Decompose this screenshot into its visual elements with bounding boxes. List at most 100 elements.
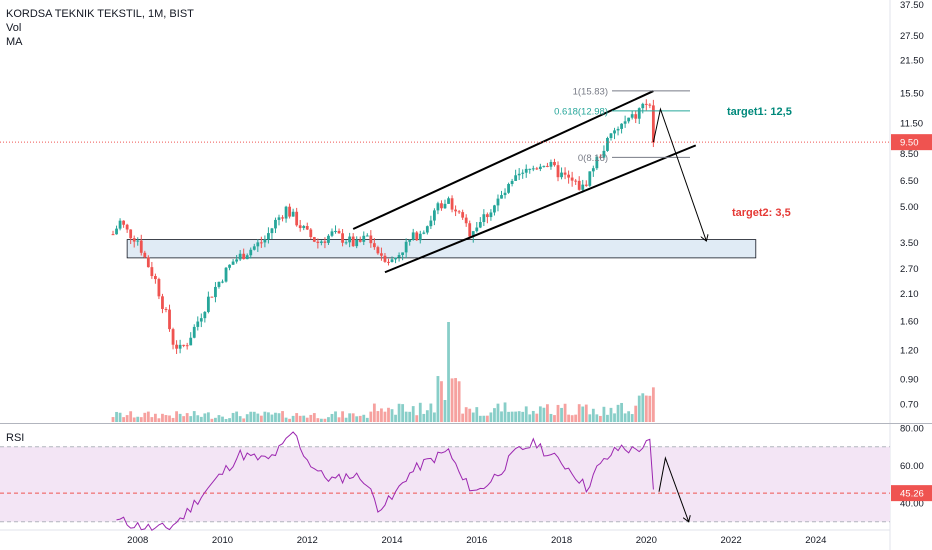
volume-bar: [585, 405, 588, 422]
volume-bar: [228, 418, 231, 422]
candle-body: [242, 254, 245, 259]
volume-bar: [412, 406, 415, 422]
volume-bar: [486, 416, 489, 422]
candle-body: [338, 231, 341, 233]
volume-bar: [179, 414, 182, 422]
candle-body: [518, 174, 521, 175]
candle-body: [426, 226, 429, 232]
candle-body: [313, 237, 316, 242]
candle-body: [507, 184, 510, 193]
candle-body: [571, 178, 574, 181]
volume-bar: [172, 418, 175, 422]
candle-body: [126, 225, 129, 230]
candle-body: [627, 118, 630, 122]
volume-bar: [415, 415, 418, 422]
candle-body: [203, 312, 206, 318]
candle-body: [376, 247, 379, 253]
volume-bar: [161, 414, 164, 422]
volume-bar: [278, 413, 281, 422]
candle-body: [299, 225, 302, 228]
volume-bar: [461, 414, 464, 422]
volume-bar: [578, 404, 581, 422]
target1-label: target1: 12,5: [727, 106, 792, 118]
volume-bar: [214, 418, 217, 422]
candle-body: [341, 233, 344, 242]
volume-bar: [595, 414, 598, 422]
price-tick-label: 2.10: [900, 289, 919, 300]
candle-body: [500, 195, 503, 199]
candle-body: [486, 214, 489, 217]
volume-bar: [281, 411, 284, 422]
volume-bar: [207, 412, 210, 422]
rsi-band-fill: [0, 447, 890, 522]
candle-body: [539, 167, 542, 169]
price-tick-label: 21.50: [900, 56, 924, 67]
volume-bar: [539, 406, 542, 422]
volume-bar: [490, 412, 493, 422]
candle-body: [158, 279, 161, 296]
candle-body: [288, 207, 291, 217]
candle-body: [263, 240, 266, 243]
candle-body: [168, 310, 171, 330]
volume-bar: [620, 403, 623, 422]
volume-bar: [525, 406, 528, 422]
volume-bar: [355, 416, 358, 422]
candle-body: [380, 253, 383, 255]
candle-body: [613, 130, 616, 133]
volume-bar: [588, 414, 591, 422]
volume-bar: [405, 412, 408, 422]
volume-bar: [112, 417, 115, 422]
volume-bar: [232, 413, 235, 422]
candle-body: [112, 234, 115, 235]
candle-body: [553, 162, 556, 165]
candle-body: [165, 309, 168, 310]
volume-bar: [338, 417, 341, 422]
candle-body: [200, 318, 203, 321]
volume-bar: [239, 416, 242, 422]
candle-body: [550, 162, 553, 167]
fib-level-label: 0.618(12.98): [554, 106, 608, 117]
price-tick-label: 27.50: [900, 31, 924, 42]
candle-body: [535, 168, 538, 169]
candle-body: [302, 226, 305, 228]
fib-level-label: 1(15.83): [573, 86, 608, 97]
candle-body: [444, 204, 447, 208]
rsi-panel-title: RSI: [6, 432, 24, 444]
volume-bar: [627, 411, 630, 422]
volume-bar: [454, 378, 457, 422]
volume-bar: [482, 416, 485, 422]
candle-body: [267, 233, 270, 240]
chart-legend: KORDSA TEKNIK TEKSTIL, 1M, BIST Vol MA: [6, 7, 194, 49]
candle-body: [451, 198, 454, 209]
candle-body: [320, 241, 323, 242]
volume-bar: [200, 417, 203, 422]
volume-bar: [641, 393, 644, 422]
volume-bar: [327, 417, 330, 422]
volume-bar: [514, 412, 517, 422]
volume-bar: [196, 415, 199, 422]
candle-body: [490, 212, 493, 217]
volume-bar: [126, 415, 129, 422]
candle-body: [564, 173, 567, 175]
candle-body: [285, 207, 288, 219]
candle-body: [271, 228, 274, 233]
candle-body: [154, 276, 157, 279]
volume-bar: [295, 413, 298, 422]
candle-body: [136, 241, 139, 242]
candle-body: [119, 221, 122, 229]
volume-bar: [606, 415, 609, 422]
candle-body: [422, 233, 425, 234]
volume-bar: [302, 416, 305, 422]
candle-body: [182, 345, 185, 346]
volume-bar: [437, 376, 440, 422]
candles-group: [112, 99, 655, 354]
volume-bar: [528, 414, 531, 422]
candle-body: [246, 255, 249, 259]
volume-bar: [253, 412, 256, 422]
volume-bar: [309, 415, 312, 422]
volume-bar: [122, 417, 125, 422]
candle-body: [306, 226, 309, 230]
volume-bar: [221, 417, 224, 422]
